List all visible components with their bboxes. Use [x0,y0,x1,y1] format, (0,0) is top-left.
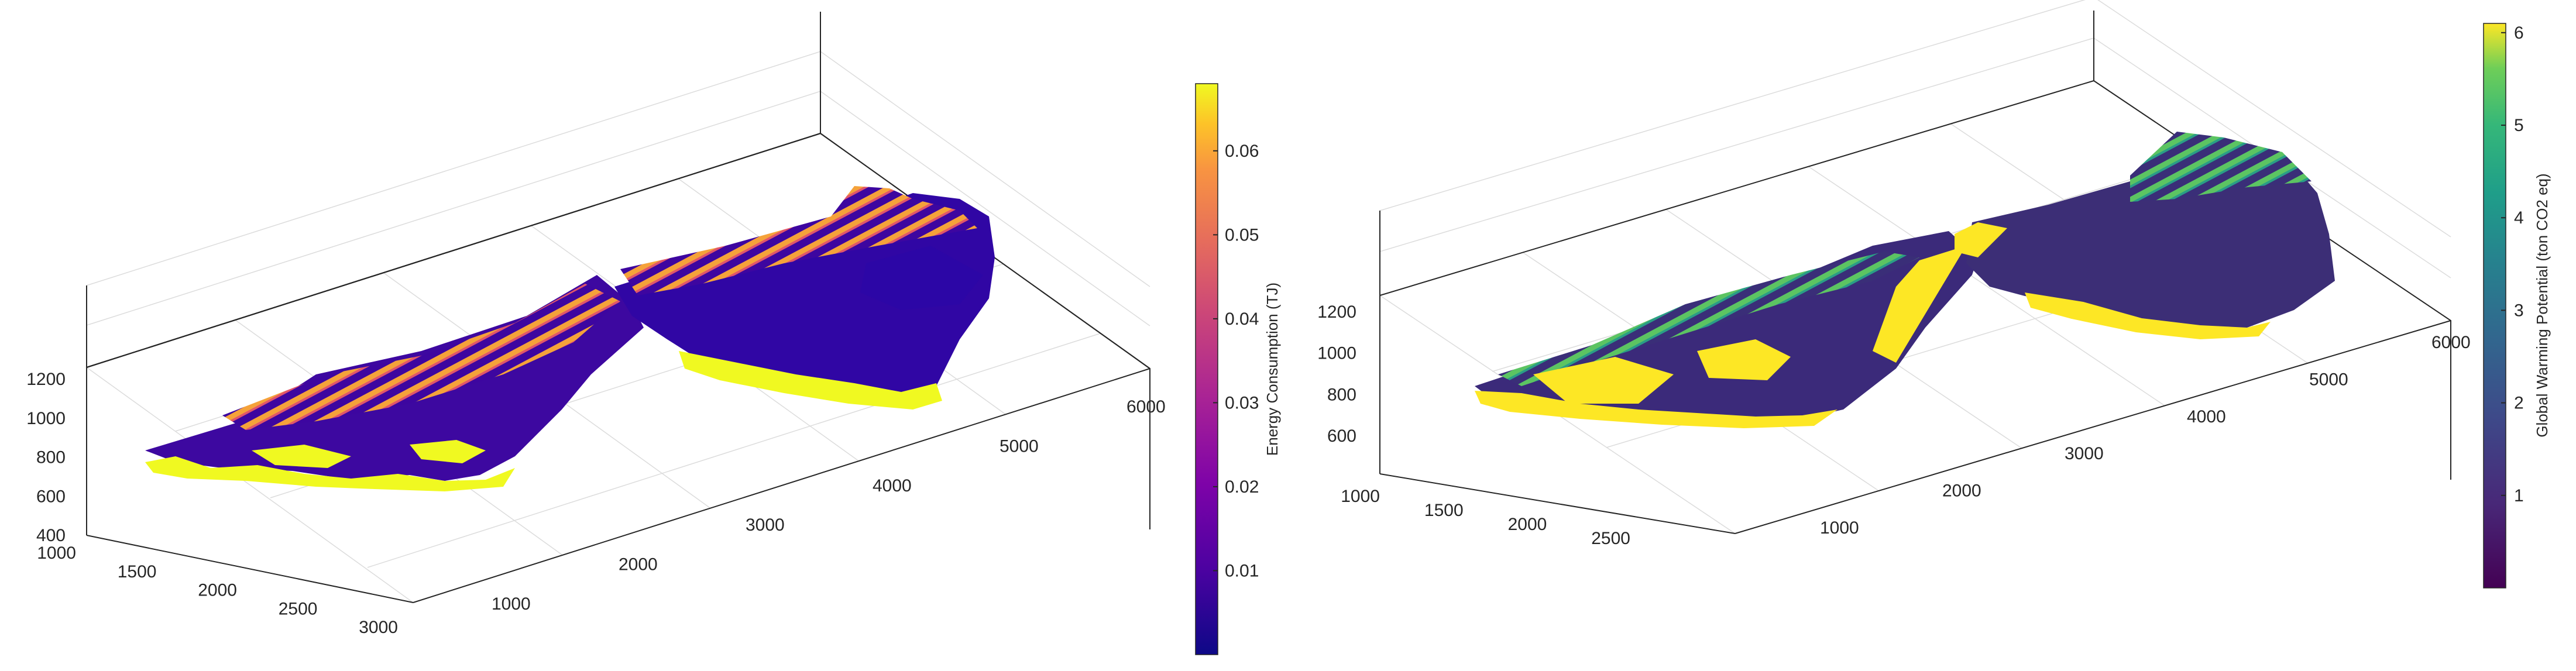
y-tick-label: 3000 [2065,444,2104,463]
colorbar-tick-label: 0.04 [1225,309,1259,329]
z-tick-label: 800 [1327,385,1356,404]
y-tick-label: 4000 [2187,407,2226,426]
colorbar-gradient [2483,23,2506,589]
z-tick-label: 1000 [26,409,66,428]
colorbar-tick-label: 0.03 [1225,393,1259,412]
z-tick-label: 1200 [1317,302,1356,322]
x-tick-label: 1000 [1341,487,1380,506]
y-tick-label: 3000 [746,515,785,535]
colorbar-tick-label: 0.06 [1225,142,1259,161]
x-tick-label: 2500 [1591,529,1630,548]
y-tick-label: 2000 [1942,481,1981,501]
z-tick-label: 400 [36,526,66,545]
z-axis-ticks: 400 600 800 1000 1200 [26,370,66,545]
colorbar-ticks: 1 2 3 4 5 6 [2501,23,2524,505]
y-tick-label: 1000 [492,594,531,614]
x-axis-ticks: 1000 1500 2000 2500 [1341,487,1630,548]
global-warming-potential-plot: 600 800 1000 1200 1000 1500 2000 2500 1000 2000… [1317,0,2471,548]
x-tick-label: 2000 [198,581,237,600]
z-tick-label: 1000 [1317,344,1356,363]
x-tick-label: 3000 [359,618,398,637]
y-tick-label: 4000 [873,476,912,495]
y-tick-label: 5000 [2309,370,2348,389]
colorbar-tick-label: 5 [2514,116,2524,135]
colorbar-tick-label: 0.05 [1225,225,1259,245]
y-axis-ticks: 1000 2000 3000 4000 5000 6000 [1820,333,2471,538]
y-tick-label: 5000 [1000,436,1039,456]
energy-colorbar: 0.01 0.02 0.03 0.04 0.05 0.06 Energy Consumpt… [1195,83,1281,655]
y-axis-ticks: 1000 2000 3000 4000 5000 6000 [492,397,1166,614]
colorbar-label: Global Warming Potential (ton CO2 eq) [2533,173,2551,437]
y-tick-label: 1000 [1820,518,1859,538]
z-tick-label: 600 [36,487,66,506]
x-axis-ticks: 1000 1500 2000 2500 3000 [37,543,398,637]
colorbar-tick-label: 2 [2514,394,2524,413]
gwp-colorbar: 1 2 3 4 5 6 Global Warming Potential (ton CO2… [2483,23,2551,589]
colorbar-tick-label: 3 [2514,301,2524,320]
energy-consumption-plot: 400 600 800 1000 1200 1000 1500 2000 2500 3000 1… [26,12,1166,637]
colorbar-label: Energy Consumption (TJ) [1263,283,1281,456]
colorbar-ticks: 0.01 0.02 0.03 0.04 0.05 0.06 [1213,142,1259,580]
x-tick-label: 2500 [279,599,318,618]
axes-box [86,12,1150,603]
x-tick-label: 1500 [118,562,157,581]
voxel-cloud-left [145,186,995,491]
voxel-cloud-right [1475,132,2335,428]
z-axis-ticks: 600 800 1000 1200 [1317,302,1356,446]
colorbar-gradient [1195,83,1218,655]
colorbar-tick-label: 4 [2514,208,2524,228]
x-tick-label: 1000 [37,543,76,563]
x-tick-label: 2000 [1508,515,1547,534]
y-tick-label: 6000 [1126,397,1166,417]
colorbar-tick-label: 0.02 [1225,477,1259,497]
z-tick-label: 600 [1327,426,1356,446]
axes-box [1379,11,2451,534]
colorbar-tick-label: 1 [2514,486,2524,505]
x-tick-label: 1500 [1424,501,1464,520]
colorbar-tick-label: 6 [2514,23,2524,43]
y-tick-label: 6000 [2431,333,2471,352]
z-tick-label: 1200 [26,370,66,389]
z-tick-label: 800 [36,448,66,467]
colorbar-tick-label: 0.01 [1225,561,1259,580]
y-tick-label: 2000 [619,555,658,574]
